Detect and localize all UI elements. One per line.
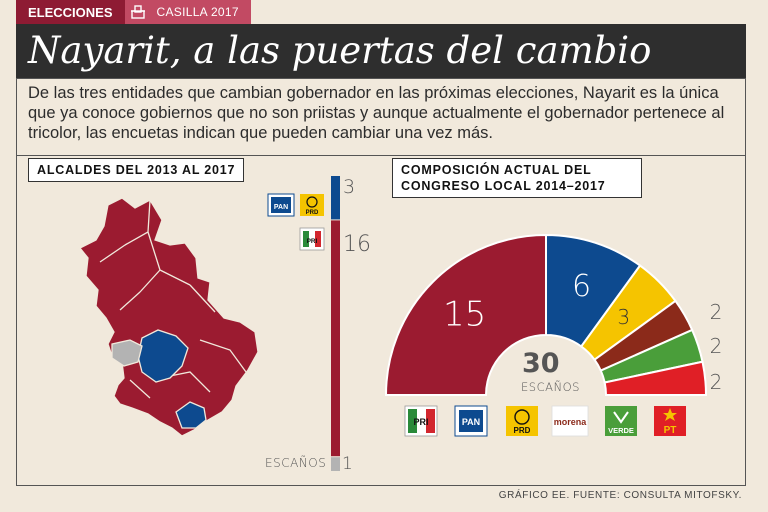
svg-text:PRD: PRD bbox=[306, 210, 319, 216]
verde-logo: VERDE bbox=[605, 406, 637, 436]
pri-logo: PRI bbox=[404, 405, 438, 437]
divider bbox=[16, 155, 746, 156]
bar-axis-label: ESCAÑOS bbox=[265, 456, 327, 470]
pt-logo: PT bbox=[654, 406, 686, 436]
ballot-box-icon bbox=[124, 0, 151, 24]
lede-paragraph: De las tres entidades que cambian gobern… bbox=[28, 84, 725, 142]
map-region-pan bbox=[137, 329, 189, 383]
alcaldes-title: ALCALDES DEL 2013 AL 2017 bbox=[28, 158, 245, 182]
page-title: Nayarit, a las puertas del cambio bbox=[16, 24, 746, 78]
nayarit-map bbox=[78, 197, 259, 437]
party-logos-row: PRI PAN PRD morena VERDE PT bbox=[404, 405, 686, 437]
donut-label-pri: 15 bbox=[443, 295, 486, 335]
map-region-pri bbox=[78, 197, 259, 437]
bar-segment-pan-prd bbox=[331, 176, 340, 220]
donut-label-pt: 2 bbox=[710, 370, 723, 394]
donut-slice-pri bbox=[384, 233, 547, 396]
subsection-label: CASILLA 2017 bbox=[150, 0, 251, 24]
bar-label-pri: 16 bbox=[343, 232, 371, 257]
section-label: ELECCIONES bbox=[16, 0, 125, 24]
credit-line: GRÁFICO EE. FUENTE: CONSULTA MITOFSKY. bbox=[498, 490, 742, 501]
donut-total: 30 bbox=[522, 348, 560, 379]
congreso-donut bbox=[384, 233, 708, 396]
morena-logo: morena bbox=[551, 405, 589, 437]
svg-text:PT: PT bbox=[664, 425, 677, 436]
donut-center-label: ESCAÑOS bbox=[521, 380, 580, 394]
content-frame bbox=[16, 78, 746, 486]
svg-text:PAN: PAN bbox=[462, 417, 480, 427]
donut-label-morena: 2 bbox=[710, 300, 723, 324]
svg-text:PRD: PRD bbox=[514, 426, 531, 435]
pan-logo-small: PAN bbox=[267, 193, 295, 217]
donut-slice-pt bbox=[603, 360, 708, 396]
svg-text:VERDE: VERDE bbox=[608, 426, 634, 435]
svg-text:PAN: PAN bbox=[274, 204, 288, 211]
alcaldes-bar bbox=[331, 176, 340, 471]
map-region-pan bbox=[175, 401, 207, 429]
prd-logo: PRD bbox=[506, 406, 538, 436]
pri-logo-small: PRI bbox=[299, 227, 325, 251]
donut-label-prd: 3 bbox=[617, 305, 630, 329]
pan-logo: PAN bbox=[454, 405, 488, 437]
bar-label-pan-prd: 3 bbox=[343, 176, 356, 198]
donut-label-verde: 2 bbox=[710, 334, 723, 358]
bar-segment-pri bbox=[331, 220, 340, 457]
map-region-other bbox=[111, 339, 143, 367]
section-tag: ELECCIONES CASILLA 2017 bbox=[16, 0, 251, 24]
congreso-labels: 15 6 3 2 2 2 bbox=[443, 269, 722, 394]
svg-text:PRI: PRI bbox=[307, 238, 318, 245]
prd-logo-small: PRD bbox=[300, 194, 324, 216]
bar-label-other: 1 bbox=[342, 454, 353, 474]
svg-text:PRI: PRI bbox=[413, 417, 428, 427]
svg-text:morena: morena bbox=[554, 417, 588, 427]
congreso-title: COMPOSICIÓN ACTUAL DEL CONGRESO LOCAL 20… bbox=[392, 158, 642, 198]
donut-label-pan: 6 bbox=[572, 269, 591, 304]
bar-segment-other bbox=[331, 457, 340, 471]
